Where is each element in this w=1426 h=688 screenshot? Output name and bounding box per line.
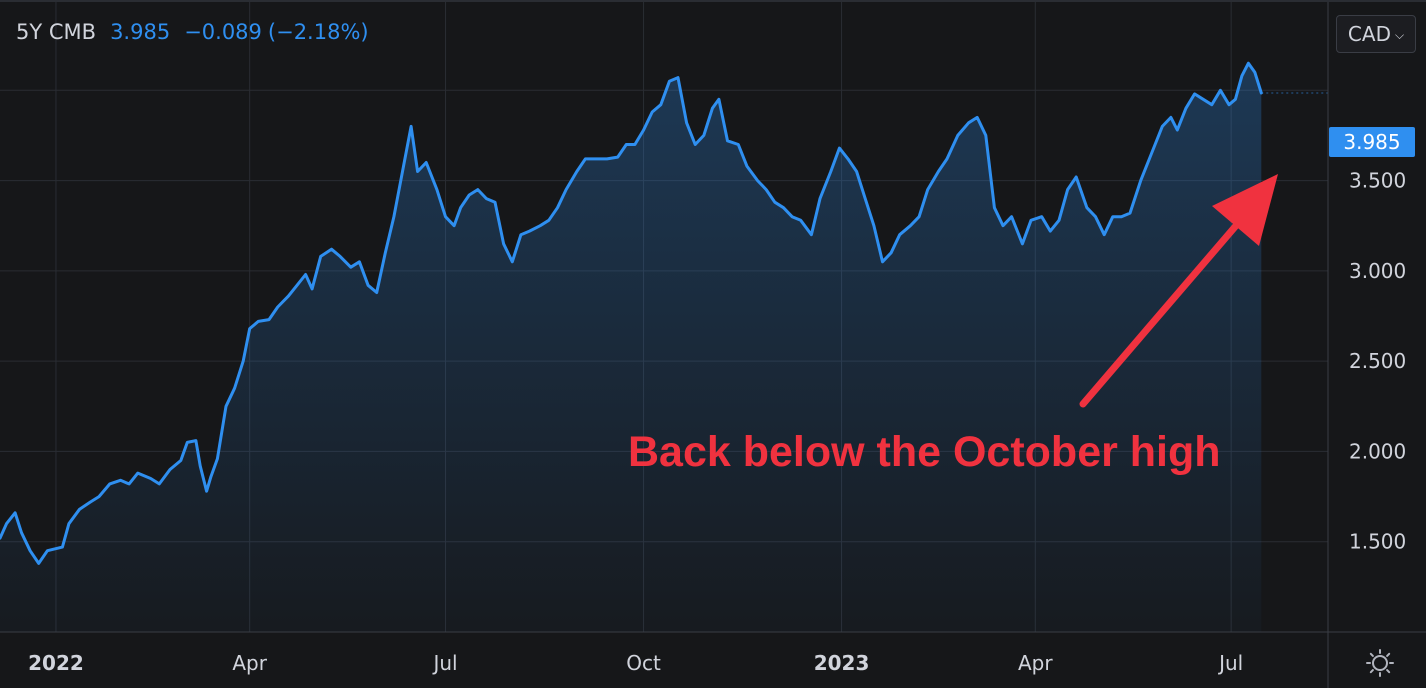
currency-button[interactable]: CAD ⌵	[1336, 15, 1416, 53]
legend-symbol: 5Y CMB	[16, 20, 97, 44]
x-tick-label: 2023	[814, 651, 870, 675]
y-tick-label: 1.500	[1349, 530, 1406, 554]
y-tick-label: 3.000	[1349, 259, 1406, 283]
legend-last: 3.985	[110, 20, 171, 44]
sun-gear-icon[interactable]	[1364, 648, 1396, 678]
x-tick-label: Jul	[1217, 651, 1243, 675]
y-tick-label: 2.000	[1349, 439, 1406, 463]
y-tick-label: 2.500	[1349, 349, 1406, 373]
x-tick-label: Apr	[232, 651, 267, 675]
annotation-arrow-shaft	[1079, 196, 1262, 408]
legend: 5Y CMB 3.985 −0.089 (−2.18%)	[16, 20, 369, 44]
annotation-text: Back below the October high	[628, 428, 1221, 476]
annotation-arrow-head	[1212, 174, 1278, 246]
series-area-fill	[0, 63, 1262, 632]
y-tick-label: 3.500	[1349, 169, 1406, 193]
x-tick-label: Jul	[431, 651, 457, 675]
last-price-tag: 3.985	[1329, 127, 1415, 157]
annotation: Back below the October high	[628, 174, 1278, 476]
chevron-down-icon: ⌵	[1394, 27, 1405, 42]
series-line	[0, 61, 1263, 565]
x-tick-label: 2022	[28, 651, 84, 675]
legend-change: −0.089	[184, 20, 262, 44]
x-tick-label: Oct	[626, 651, 661, 675]
currency-label: CAD	[1347, 22, 1391, 46]
last-price-tag-label: 3.985	[1343, 130, 1401, 154]
x-tick-label: Apr	[1018, 651, 1053, 675]
legend-change-pct: (−2.18%)	[267, 20, 369, 44]
area-layer	[0, 61, 1328, 632]
